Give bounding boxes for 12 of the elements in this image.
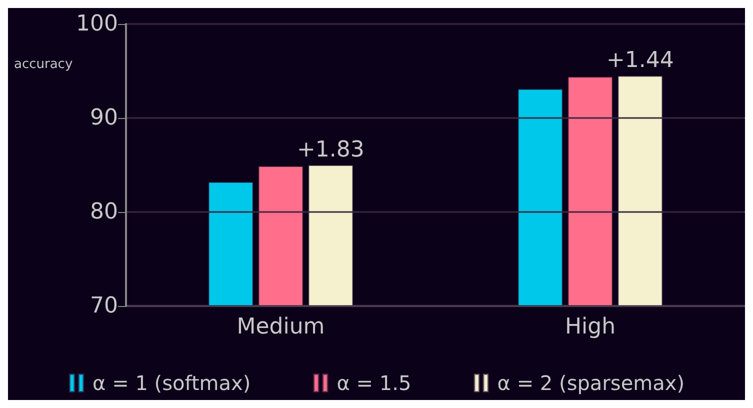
y-axis-title: accuracy bbox=[14, 57, 73, 72]
annotation: +1.83 bbox=[296, 138, 364, 162]
y-tick-label: 90 bbox=[90, 106, 118, 130]
legend-label: α = 2 (sparsemax) bbox=[497, 371, 685, 395]
x-tick-label: High bbox=[564, 314, 616, 340]
annotation: +1.44 bbox=[606, 48, 674, 74]
y-tick-label: 100 bbox=[76, 12, 118, 36]
legend-label: α = 1.5 bbox=[336, 371, 412, 395]
y-tick-label: 80 bbox=[90, 200, 118, 224]
legend-label: α = 1 (softmax) bbox=[92, 371, 251, 395]
y-tick-label: 70 bbox=[90, 294, 118, 318]
x-tick-label: Medium bbox=[236, 314, 325, 340]
